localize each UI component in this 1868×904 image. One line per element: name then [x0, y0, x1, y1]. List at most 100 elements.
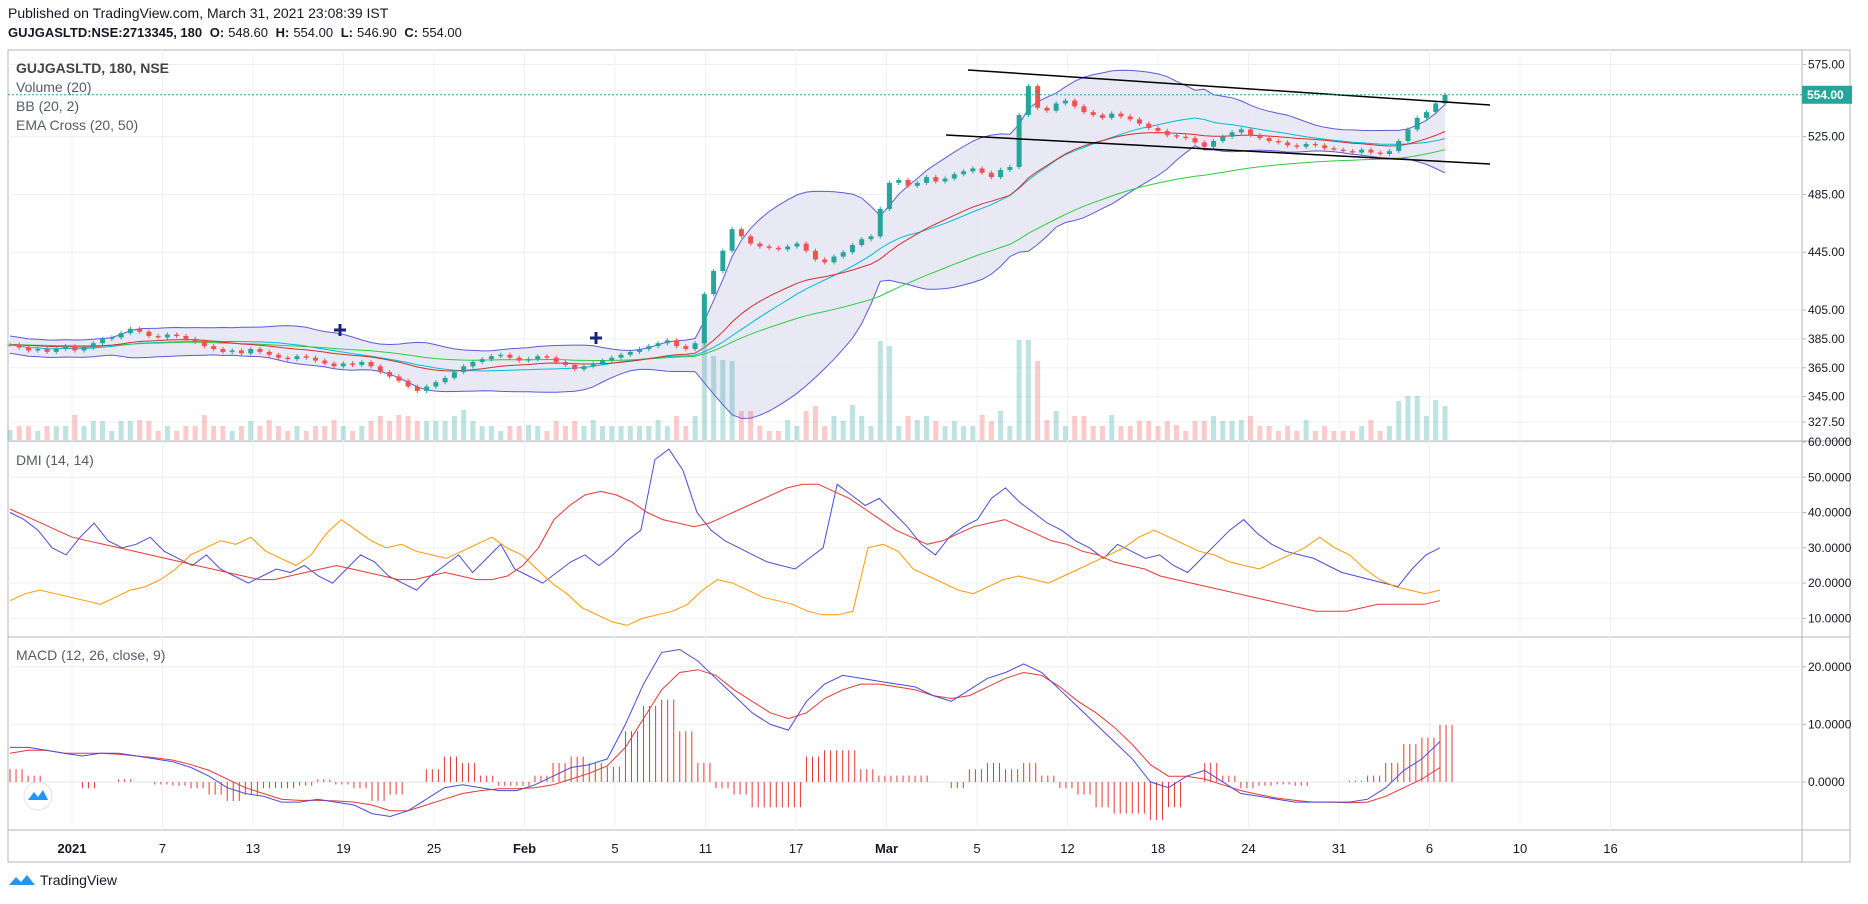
volume-bar	[275, 426, 281, 440]
volume-bar	[396, 415, 402, 440]
candle-body	[322, 360, 328, 364]
last-price-tag	[1802, 85, 1852, 104]
volume-bar	[44, 426, 50, 440]
candle-body	[1229, 132, 1235, 137]
volume-bar	[183, 426, 189, 440]
candle-body	[488, 356, 494, 360]
volume-bar	[701, 340, 707, 440]
dmi-minus-line	[9, 518, 1441, 626]
candle-body	[1423, 112, 1429, 118]
candle-body	[942, 178, 948, 182]
candle-body	[868, 236, 874, 240]
candle-body	[914, 182, 920, 186]
volume-bar	[1433, 400, 1439, 440]
candle-body	[1331, 148, 1337, 150]
volume-bar	[127, 421, 133, 440]
volume-bar	[1174, 425, 1180, 440]
macd-signal-line	[9, 669, 1441, 812]
volume-bar	[1377, 431, 1383, 440]
volume-bar	[72, 415, 78, 440]
volume-bar	[1285, 426, 1291, 440]
volume-bar	[16, 426, 22, 440]
volume-bar	[674, 416, 680, 440]
candle-body	[201, 341, 207, 347]
volume-bar	[1136, 421, 1142, 440]
candle-body	[655, 343, 661, 347]
volume-bar	[192, 426, 198, 440]
candle-body	[127, 328, 133, 334]
candle-body	[683, 346, 689, 349]
candle-body	[887, 182, 893, 209]
x-tick-label: 16	[1603, 841, 1617, 856]
x-tick-label: 11	[699, 841, 713, 856]
volume-bar	[664, 426, 670, 440]
volume-bar	[359, 426, 365, 440]
candle-body	[90, 343, 96, 348]
x-tick-label: 25	[427, 841, 441, 856]
volume-bar	[350, 431, 356, 440]
candle-body	[405, 380, 411, 387]
candle-body	[118, 333, 124, 338]
candle-body	[1386, 151, 1392, 154]
volume-bar	[572, 421, 578, 440]
candle-body	[1174, 135, 1180, 137]
candle-body	[1044, 107, 1050, 111]
price-tick-label: 485.00	[1808, 187, 1845, 201]
candle-body	[1414, 117, 1420, 130]
volume-bar	[1442, 406, 1448, 440]
candle-body	[933, 177, 939, 182]
ema50-line	[9, 149, 1446, 361]
legend-bb: BB (20, 2)	[16, 98, 80, 114]
candle-body	[627, 351, 633, 355]
legend-symbol: GUJGASLTD, 180, NSE	[16, 60, 170, 76]
candle-body	[831, 256, 837, 263]
candle-body	[53, 349, 59, 352]
volume-bar	[933, 421, 939, 440]
candle-body	[396, 376, 402, 381]
volume-bar	[822, 426, 828, 440]
candle-body	[340, 363, 346, 367]
candle-body	[1405, 129, 1411, 141]
footer-brand[interactable]: TradingView	[8, 872, 117, 888]
volume-bar	[553, 421, 559, 440]
macd-histogram	[9, 699, 1453, 820]
volume-bar	[1220, 421, 1226, 440]
candle-body	[581, 366, 587, 370]
candle-body	[1433, 103, 1439, 113]
candle-body	[433, 382, 439, 387]
candle-body	[470, 362, 476, 367]
close-value: 554.00	[422, 25, 462, 40]
volume-bar	[1405, 396, 1411, 440]
volume-bar	[692, 416, 698, 440]
legend-macd: MACD (12, 26, close, 9)	[16, 647, 166, 663]
candle-body	[766, 246, 772, 248]
candle-body	[951, 174, 957, 179]
candle-body	[442, 377, 448, 383]
x-tick-label: 7	[159, 841, 166, 856]
candle-body	[63, 346, 69, 349]
volume-bar	[868, 426, 874, 440]
candle-body	[535, 356, 541, 360]
volume-bar	[155, 431, 161, 440]
volume-bar	[831, 416, 837, 440]
volume-bar	[146, 421, 152, 440]
volume-bar	[488, 426, 494, 440]
volume-bar	[109, 431, 115, 440]
volume-bar	[451, 416, 457, 440]
candle-body	[1127, 116, 1133, 120]
last-price-value: 554.00	[1807, 88, 1844, 102]
volume-bar	[1062, 426, 1068, 440]
volume-bar	[618, 426, 624, 440]
volume-bar	[1312, 431, 1318, 440]
candle-body	[600, 360, 606, 364]
candle-body	[1275, 141, 1281, 143]
price-tick-label: 345.00	[1808, 390, 1845, 404]
candle-body	[1312, 143, 1318, 146]
open-label: O:	[209, 25, 225, 40]
volume-bar	[1044, 420, 1050, 440]
candle-body	[544, 356, 550, 358]
volume-bar	[1359, 426, 1365, 440]
candle-body	[794, 243, 800, 247]
volume-bar	[1275, 431, 1281, 440]
